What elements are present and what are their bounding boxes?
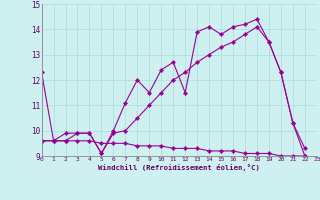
- X-axis label: Windchill (Refroidissement éolien,°C): Windchill (Refroidissement éolien,°C): [98, 164, 260, 171]
